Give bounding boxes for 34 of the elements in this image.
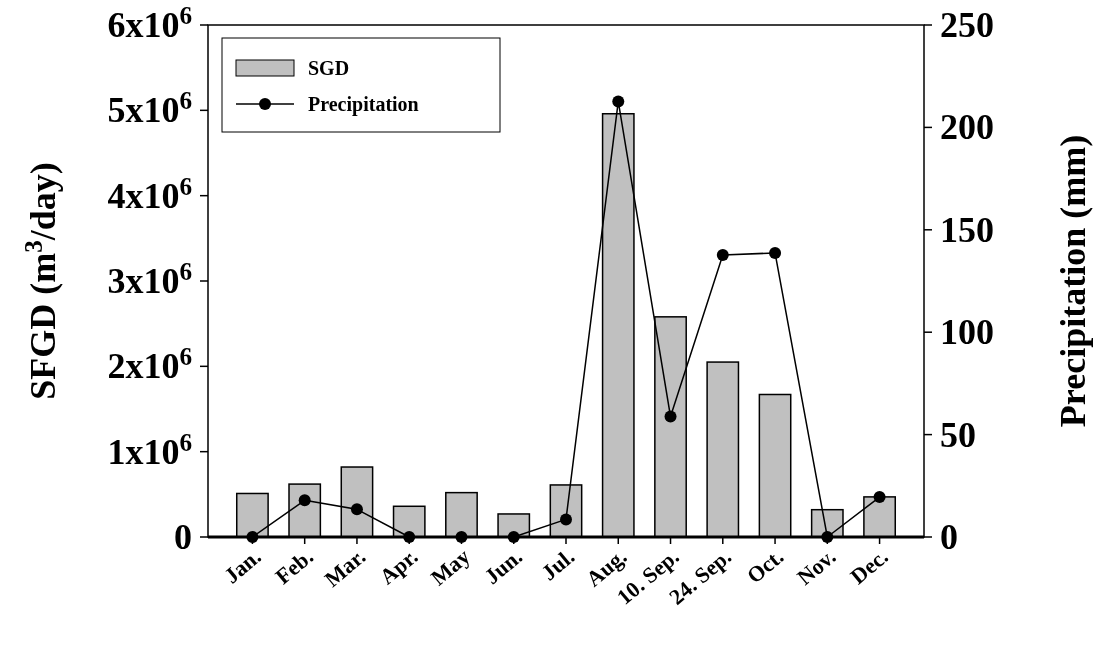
y-tick-label: 5x10$^{6}$ [107, 86, 192, 131]
point [560, 513, 572, 526]
y-tick-label: 3x10$^{6}$ [107, 257, 192, 301]
point [873, 491, 886, 504]
y2-tick-label: 150 [940, 209, 994, 250]
y2-tick-label: 200 [940, 107, 994, 148]
y2-tick-label: 250 [940, 5, 994, 45]
point [716, 248, 729, 261]
legend-label: Precipitation [308, 93, 419, 116]
point [298, 494, 311, 507]
x-tick-label: Dec. [845, 543, 893, 590]
x-tick-label: Feb. [270, 543, 318, 590]
y-tick-label: 2x10$^{6}$ [107, 342, 192, 387]
x-tick-label: Jun. [479, 543, 527, 590]
y-tick-label: 4x10$^{6}$ [107, 172, 192, 216]
y2-tick-label: 50 [940, 414, 976, 455]
x-tick-label: Nov. [792, 543, 841, 590]
point [664, 410, 677, 423]
x-tick-label: Jul. [536, 543, 580, 586]
x-tick-label: Apr. [374, 543, 423, 590]
x-tick-label: Jan. [219, 543, 266, 589]
x-tick-label: May [425, 543, 475, 591]
y-tick-label: 0 [174, 517, 192, 557]
point [350, 503, 363, 516]
point [769, 246, 782, 259]
y2-tick-label: 100 [940, 312, 994, 353]
x-tick-label: Mar. [319, 543, 371, 592]
y-tick-label: 1x10$^{6}$ [107, 428, 192, 472]
point [612, 95, 625, 108]
x-tick-label: Oct. [741, 543, 789, 589]
y2-tick-label: 0 [940, 517, 958, 557]
legend-label: SGD [308, 57, 350, 79]
y-tick-label: 6x10$^{6}$ [107, 1, 192, 45]
y2-axis-title: Precipitation (mm) [1053, 134, 1093, 428]
